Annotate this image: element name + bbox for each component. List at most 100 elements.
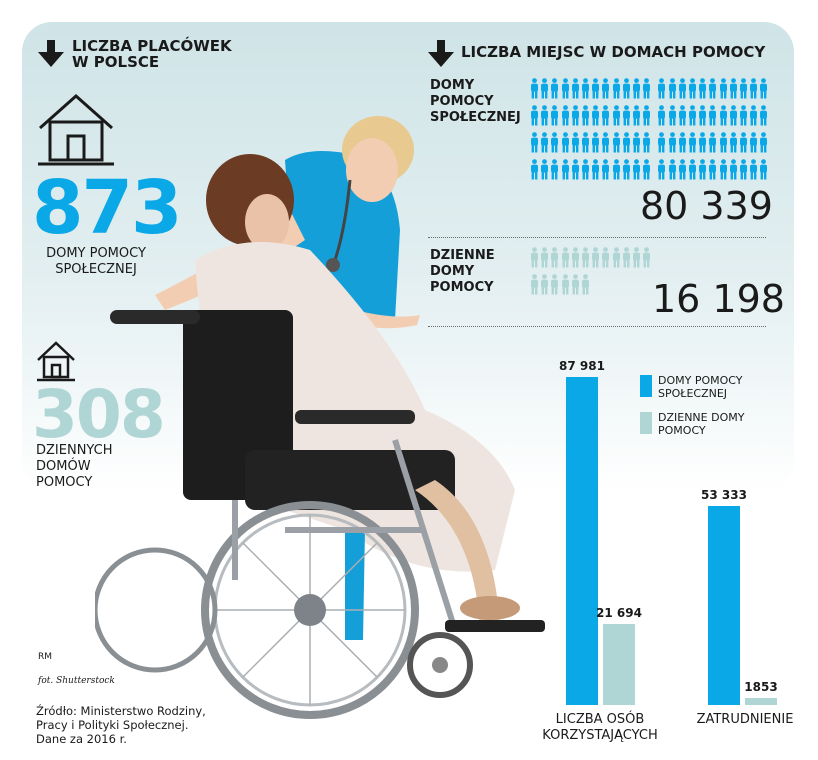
person-icon <box>530 274 539 295</box>
person-icon <box>571 132 580 153</box>
person-icon <box>708 159 717 180</box>
source-note: Źródło: Ministerstwo Rodziny, Pracy i Po… <box>36 704 206 746</box>
person-icon <box>642 78 651 99</box>
person-icon <box>729 132 738 153</box>
ddp-count-label: DZIENNYCH DOMÓW POMOCY <box>36 443 113 491</box>
person-icon <box>642 105 651 126</box>
places-heading: LICZBA MIEJSC W DOMACH POMOCY <box>461 43 766 61</box>
person-icon <box>601 105 610 126</box>
person-icon <box>657 132 666 153</box>
person-icon <box>729 105 738 126</box>
person-icon <box>581 132 590 153</box>
person-icon <box>540 105 549 126</box>
source-note-line1: Źródło: Ministerstwo Rodziny, <box>36 704 206 718</box>
person-icon <box>540 132 549 153</box>
person-icon <box>668 132 677 153</box>
small-house-icon <box>37 341 75 382</box>
person-icon <box>749 159 758 180</box>
ddp-places-label-line2: DOMY <box>430 264 475 279</box>
person-icon <box>739 78 748 99</box>
category-label-beneficiaries-line1: LICZBA OSÓB <box>555 712 645 727</box>
dps-count-label: DOMY POMOCY SPOŁECZNEJ <box>26 246 166 278</box>
person-icon <box>540 274 549 295</box>
person-icon <box>708 78 717 99</box>
person-icon <box>642 159 651 180</box>
person-icon <box>561 247 570 268</box>
person-icon <box>550 247 559 268</box>
facilities-heading-line1: LICZBA PLACÓWEK <box>72 37 232 55</box>
legend-swatch-ddp <box>640 412 652 434</box>
person-icon <box>698 132 707 153</box>
person-icon <box>759 105 768 126</box>
person-icon <box>550 132 559 153</box>
person-icon <box>632 247 641 268</box>
ddp-places-label: DZIENNE DOMY POMOCY <box>430 248 495 296</box>
person-icon <box>719 78 728 99</box>
legend-swatch-dps <box>640 375 652 397</box>
facilities-heading-line2: W POLSCE <box>72 53 160 71</box>
person-icon <box>530 78 539 99</box>
person-icon <box>561 159 570 180</box>
person-icon <box>571 78 580 99</box>
person-icon <box>550 78 559 99</box>
ddp-count: 308 <box>32 376 166 453</box>
person-icon <box>688 78 697 99</box>
person-icon <box>632 159 641 180</box>
person-icon <box>729 159 738 180</box>
person-icon <box>612 159 621 180</box>
nurse-wheelchair-photo <box>95 116 545 719</box>
dps-places-label-line3: SPOŁECZNEJ <box>430 110 521 125</box>
source-note-line3: Dane za 2016 r. <box>36 732 127 746</box>
person-icon <box>612 247 621 268</box>
bar-dps-1 <box>708 506 740 705</box>
person-icon <box>581 274 590 295</box>
person-icon <box>581 105 590 126</box>
person-icon <box>591 78 600 99</box>
person-icon <box>749 78 758 99</box>
dps-count: 873 <box>32 165 182 251</box>
person-icon <box>729 78 738 99</box>
person-icon <box>571 247 580 268</box>
legend-ddp-line2: POMOCY <box>658 424 706 437</box>
person-icon <box>622 78 631 99</box>
category-label-beneficiaries-line2: KORZYSTAJĄCYCH <box>542 728 658 743</box>
person-icon <box>719 132 728 153</box>
source-note-line2: Pracy i Polityki Społecznej. <box>36 718 189 732</box>
legend-ddp-line1: DZIENNE DOMY <box>658 411 745 424</box>
person-icon <box>678 78 687 99</box>
person-icon <box>759 78 768 99</box>
places-arrow-down-icon <box>428 40 454 67</box>
bar-ddp-1 <box>745 698 777 705</box>
person-icon <box>581 247 590 268</box>
person-icon <box>739 132 748 153</box>
house-icon <box>38 93 114 166</box>
bar-value-label: 21 694 <box>596 606 642 621</box>
legend-dps: DOMY POMOCY SPOŁECZNEJ <box>658 374 742 400</box>
person-icon <box>719 159 728 180</box>
person-icon <box>530 247 539 268</box>
person-icon <box>657 105 666 126</box>
person-icon <box>632 132 641 153</box>
ddp-places-value: 16 198 <box>652 277 785 321</box>
person-icon <box>561 105 570 126</box>
ddp-places-label-line1: DZIENNE <box>430 248 495 263</box>
person-icon <box>530 132 539 153</box>
person-icon <box>622 247 631 268</box>
ddp-count-label-line2: DOMÓW <box>36 459 91 474</box>
person-icon <box>622 105 631 126</box>
category-label-employment-line1: ZATRUDNIENIE <box>696 712 794 727</box>
person-icon <box>657 78 666 99</box>
author-credit: RM <box>38 652 53 662</box>
dps-count-label-line2: SPOŁECZNEJ <box>55 262 137 277</box>
person-icon <box>632 78 641 99</box>
dps-count-label-line1: DOMY POMOCY <box>46 246 146 261</box>
bar-value-label: 87 981 <box>559 359 605 373</box>
person-icon <box>571 274 580 295</box>
person-icon <box>632 105 641 126</box>
category-label-employment: ZATRUDNIENIE <box>680 712 810 728</box>
ddp-count-label-line3: POMOCY <box>36 475 93 490</box>
bar-dps-0 <box>566 377 598 705</box>
person-icon <box>759 159 768 180</box>
person-icon <box>612 78 621 99</box>
person-icon <box>612 105 621 126</box>
